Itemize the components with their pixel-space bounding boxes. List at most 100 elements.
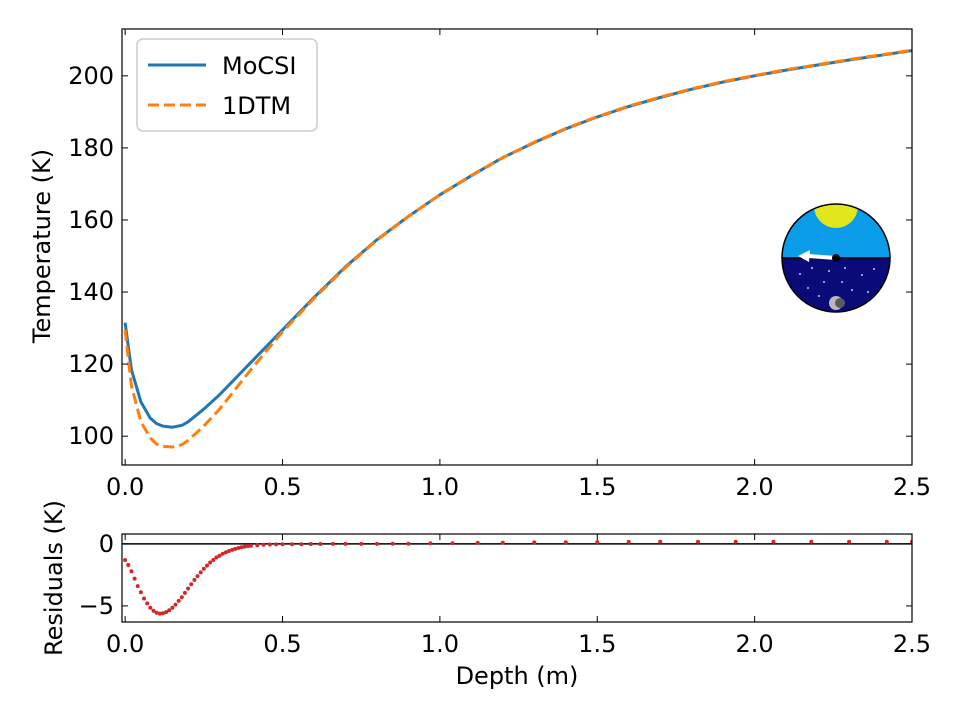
residuals-panel: 0.0 0.5 1.0 1.5 2.0 2.5 0 −5 (79, 530, 931, 658)
residual-point (145, 601, 150, 606)
residual-point (157, 611, 162, 616)
residual-point (242, 544, 247, 549)
residual-point (280, 542, 285, 547)
residual-point (167, 608, 172, 613)
residual-point (359, 541, 364, 546)
residual-point (176, 598, 181, 603)
residual-point (214, 555, 219, 560)
residual-point (151, 608, 156, 613)
sun-position-inset (781, 203, 891, 313)
residual-point (267, 542, 272, 547)
residual-point (182, 590, 187, 595)
residual-point (374, 541, 379, 546)
legend: MoCSI 1DTM (136, 38, 318, 132)
star (841, 281, 843, 283)
star (873, 268, 875, 270)
residual-point (658, 539, 663, 544)
residual-point (135, 584, 140, 589)
residual-point (299, 542, 304, 547)
residual-point (406, 541, 411, 546)
residual-point (132, 576, 137, 581)
residual-point (227, 549, 231, 553)
residual-point (847, 539, 852, 544)
residual-point (189, 582, 194, 587)
residual-point (290, 542, 294, 547)
star (811, 267, 813, 269)
residual-point (809, 539, 814, 544)
x-tick-label: 1.5 (578, 473, 616, 501)
y-tick-label: 120 (68, 350, 114, 378)
residual-point (233, 546, 238, 551)
residual-point (274, 542, 279, 547)
y-axis-label-temperature: Temperature (K) (28, 149, 56, 344)
star (844, 267, 846, 269)
inset-border (781, 203, 891, 313)
residual-point (129, 569, 134, 574)
star (799, 273, 801, 275)
x-tick-label: 1.0 (421, 630, 459, 658)
star (828, 270, 830, 272)
star (861, 274, 863, 276)
residual-point (142, 596, 146, 601)
residual-point (154, 610, 159, 615)
residual-point (164, 610, 169, 615)
residual-point (532, 540, 537, 545)
residual-point (343, 541, 348, 546)
residual-point (198, 570, 203, 575)
residual-point (211, 558, 216, 562)
residual-point (475, 540, 480, 545)
residual-point (249, 543, 253, 548)
residual-point (595, 540, 600, 545)
residual-point (239, 545, 244, 550)
x-axis-label-depth: Depth (m) (456, 662, 579, 690)
y-tick-label: 140 (68, 278, 114, 306)
x-tick-label: 2.5 (893, 473, 931, 501)
residual-point (236, 546, 241, 550)
residual-point (205, 563, 209, 568)
residual-point (126, 563, 131, 567)
residual-point (255, 543, 260, 548)
residuals-plot-area (122, 539, 912, 616)
legend-label-mocsi: MoCSI (222, 52, 296, 80)
star (867, 291, 869, 293)
y-tick-label: −5 (79, 592, 114, 620)
x-tick-label: 1.0 (421, 473, 459, 501)
arrow-shaft (807, 254, 837, 260)
x-tick-label: 0.0 (106, 473, 144, 501)
x-tick-label: 2.0 (736, 473, 774, 501)
main-plot-area (123, 48, 912, 449)
residual-point (450, 541, 455, 546)
residual-point (390, 541, 395, 546)
main-frame (121, 28, 913, 466)
legend-label-1dtm: 1DTM (222, 92, 291, 120)
residual-point (223, 550, 228, 555)
residual-point (308, 542, 313, 546)
residual-point (170, 605, 175, 610)
residual-point (179, 595, 184, 600)
center-dot (832, 254, 840, 262)
residual-point (148, 605, 153, 610)
residual-point (428, 541, 433, 546)
y-tick-label: 160 (68, 206, 114, 234)
residuals-frame (121, 533, 913, 623)
residual-point (733, 539, 738, 544)
y-tick-label: 0 (99, 530, 114, 558)
residual-point (245, 544, 250, 549)
x-tick-label: 2.5 (893, 630, 931, 658)
residual-point (318, 542, 323, 546)
star (807, 287, 809, 289)
residual-point (160, 611, 165, 616)
x-tick-label: 0.5 (263, 630, 301, 658)
y-tick-label: 200 (68, 62, 114, 90)
x-tick-label: 2.0 (736, 630, 774, 658)
residual-point (330, 541, 335, 546)
residual-point (563, 540, 568, 545)
residual-point (230, 547, 235, 552)
residual-point (500, 540, 505, 545)
residual-point (261, 542, 266, 547)
residual-point (220, 551, 225, 556)
residual-point (195, 574, 200, 579)
moon-shadow (835, 298, 845, 308)
residual-point (626, 539, 631, 544)
